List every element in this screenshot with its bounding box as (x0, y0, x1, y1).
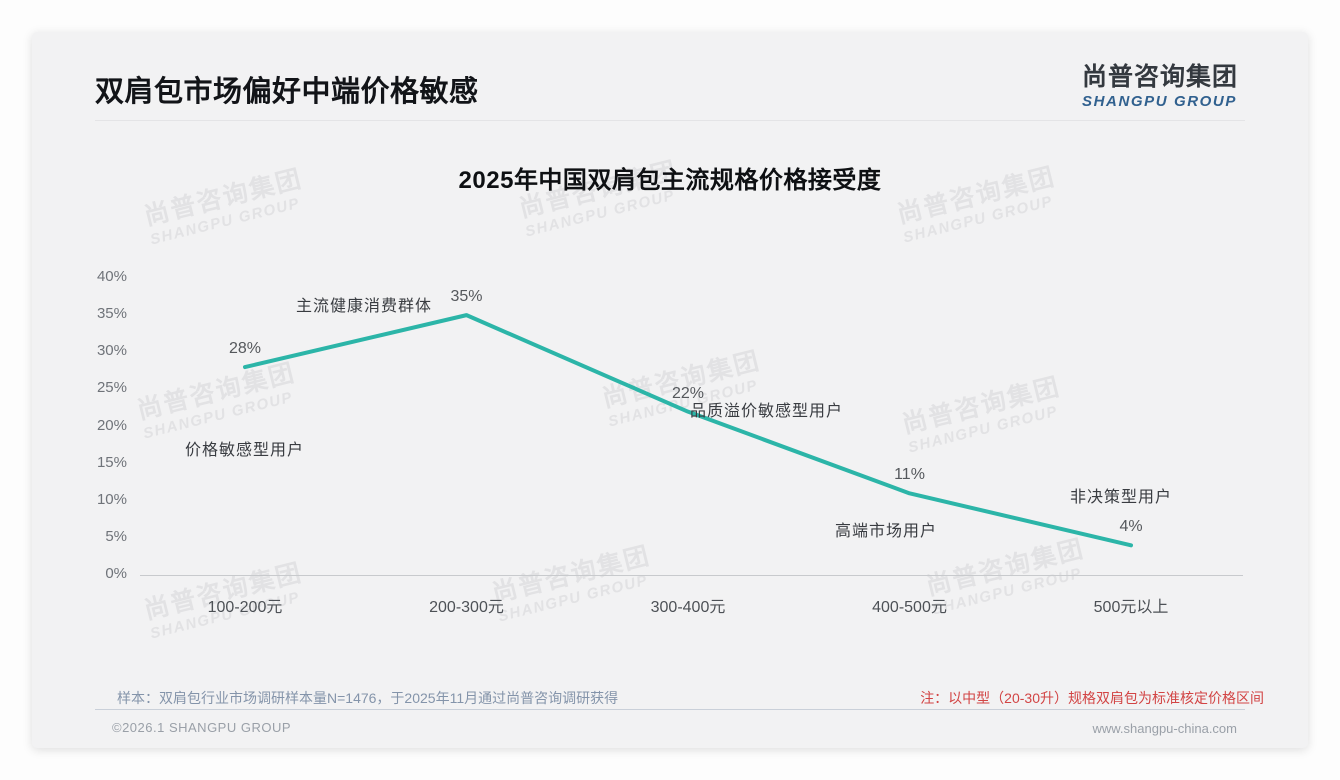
series-annotation-label: 主流健康消费群体 (296, 298, 433, 315)
sample-note: 样本：双肩包行业市场调研样本量N=1476，于2025年11月通过尚普咨询调研获… (117, 690, 619, 706)
line-chart: 40% 35% 30% 25% 20% 15% 10% 5% 0% 100-200元 200-300… (32, 32, 1308, 748)
y-axis-tick-label: 25% (96, 379, 127, 397)
series-annotation-label: 非决策型用户 (1070, 489, 1173, 506)
series-annotation-label: 品质溢价敏感型用户 (690, 403, 844, 420)
slide-card: 尚普咨询集团 SHANGPU GROUP 尚普咨询集团 SHANGPU GROUP 尚普… (32, 32, 1308, 748)
data-point-value-label: 22% (671, 384, 705, 402)
y-axis-tick-label: 35% (96, 305, 127, 323)
price-basis-note: 注：以中型（20-30升）规格双肩包为标准核定价格区间 (920, 690, 1264, 706)
website-url: www.shangpu-china.com (1092, 721, 1237, 736)
data-point-value-label: 4% (1119, 518, 1143, 536)
y-axis-tick-label: 30% (96, 342, 127, 360)
data-point-value-label: 28% (228, 340, 262, 358)
copyright-text: ©2026.1 SHANGPU GROUP (112, 720, 292, 735)
x-axis-category-label: 400-500元 (872, 599, 947, 616)
x-axis-category-label: 100-200元 (207, 599, 283, 616)
series-annotation-label: 价格敏感型用户 (185, 442, 305, 459)
company-logo: 尚普咨询集团 SHANGPU GROUP (1082, 57, 1238, 110)
y-axis-tick-label: 15% (96, 453, 127, 471)
y-axis-tick-label: 0% (105, 565, 127, 582)
y-axis-tick-label: 20% (96, 416, 127, 434)
trend-line (243, 313, 1133, 548)
y-axis-tick-label: 40% (96, 268, 127, 285)
x-axis-category-label: 300-400元 (650, 599, 726, 616)
header-divider (95, 120, 1245, 121)
logo-chinese-name: 尚普咨询集团 (1081, 63, 1238, 91)
page-title: 双肩包市场偏好中端价格敏感 (95, 76, 479, 108)
logo-english-name: SHANGPU GROUP (1081, 93, 1237, 110)
y-axis-tick-label: 5% (105, 527, 127, 545)
x-axis-category-label: 500元以上 (1093, 599, 1169, 616)
x-axis-category-label: 200-300元 (429, 599, 504, 616)
data-point-value-label: 35% (450, 288, 483, 306)
y-axis-tick-label: 10% (96, 490, 127, 508)
series-annotation-label: 高端市场用户 (835, 523, 938, 540)
footer-divider (95, 709, 1245, 710)
chart-canvas (140, 313, 1243, 576)
data-point-value-label: 11% (894, 466, 925, 484)
content-layer: 双肩包市场偏好中端价格敏感 尚普咨询集团 SHANGPU GROUP 2025年… (32, 32, 1308, 748)
chart-title: 2025年中国双肩包主流规格价格接受度 (458, 167, 882, 194)
